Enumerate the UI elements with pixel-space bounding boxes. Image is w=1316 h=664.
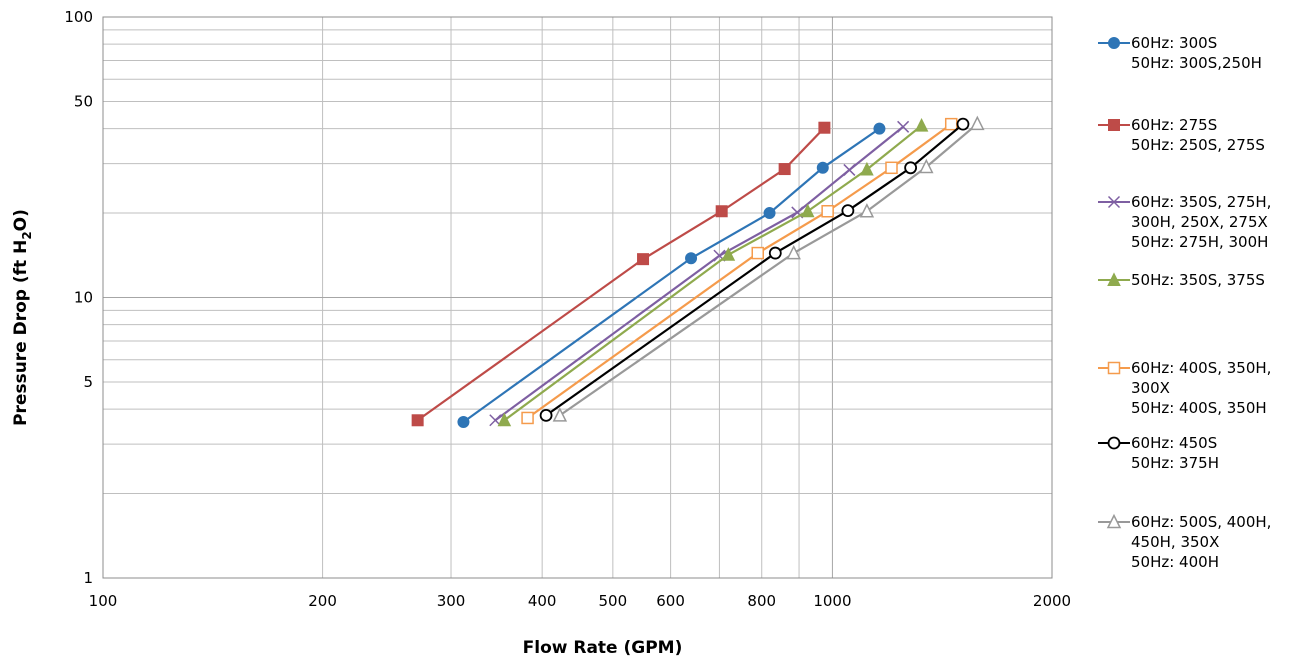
data-point	[860, 161, 874, 176]
data-point	[763, 207, 776, 220]
legend-item-2: 60Hz: 275S 50Hz: 250S, 275S	[1098, 116, 1265, 154]
data-point	[919, 158, 934, 174]
data-point	[778, 163, 791, 176]
y-tick-label: 5	[83, 373, 93, 391]
legend-label: 60Hz: 450S	[1131, 434, 1217, 452]
legend-label: 50Hz: 375H	[1131, 454, 1219, 472]
x-tick-label: 300	[437, 592, 466, 610]
x-axis-title: Flow Rate (GPM)	[523, 638, 683, 658]
y-axis-title: Pressure Drop (ft H2O)	[11, 209, 34, 426]
legend-label: 450H, 350X	[1131, 533, 1219, 551]
data-point	[786, 244, 801, 260]
data-point	[552, 407, 568, 422]
legend-swatch-marker	[1108, 119, 1120, 131]
legend-swatch-marker	[1106, 513, 1122, 529]
legend: 60Hz: 300S 50Hz: 300S,250H 60Hz: 275S 50Hz:…	[1098, 34, 1271, 571]
data-point	[637, 253, 650, 266]
legend-label: 50Hz: 300S,250H	[1131, 54, 1262, 72]
data-point	[800, 203, 815, 218]
x-tick-label: 100	[89, 592, 118, 610]
legend-item-1: 60Hz: 300S 50Hz: 300S,250H	[1098, 34, 1262, 72]
y-tick-label: 100	[64, 8, 93, 26]
legend-label: 50Hz: 350S, 375S	[1131, 271, 1265, 289]
legend-label: 50Hz: 250S, 275S	[1131, 136, 1265, 154]
data-point	[768, 246, 782, 260]
data-point	[873, 122, 886, 135]
series-1	[457, 122, 886, 428]
x-tick-label: 600	[656, 592, 685, 610]
data-point	[721, 247, 736, 261]
legend-label: 60Hz: 500S, 400H,	[1131, 513, 1271, 531]
data-point	[904, 161, 918, 175]
data-point	[411, 414, 424, 427]
legend-item-3: 60Hz: 350S, 275H, 300H, 250X, 275X 50Hz: 2…	[1098, 193, 1271, 251]
legend-label: 60Hz: 275S	[1131, 116, 1217, 134]
series-7	[552, 115, 985, 422]
series-4	[497, 117, 929, 427]
y-axis-title-end: O)	[11, 209, 31, 231]
series-5	[521, 117, 958, 425]
x-tick-label: 400	[528, 592, 557, 610]
data-point	[885, 161, 898, 175]
data-point	[539, 408, 553, 422]
data-point	[457, 415, 470, 428]
legend-swatch-marker	[1108, 37, 1120, 49]
y-axis-title-main: Pressure Drop (ft H	[11, 240, 31, 426]
legend-label: 300H, 250X, 275X	[1131, 213, 1268, 231]
legend-item-4: 50Hz: 350S, 375S	[1098, 271, 1265, 289]
series-6	[539, 117, 970, 422]
axis-tick-labels: 100 200 300 400 500 600 800 1000 2000 1 5 10 50 100	[64, 8, 1071, 610]
plot-area-border	[102, 16, 1053, 579]
data-point	[914, 117, 929, 132]
legend-label: 60Hz: 300S	[1131, 34, 1217, 52]
y-tick-label: 1	[83, 569, 93, 587]
data-point	[841, 204, 855, 218]
legend-swatch-marker	[1107, 195, 1121, 209]
data-point	[521, 411, 534, 425]
data-series	[411, 115, 985, 428]
legend-item-5: 60Hz: 400S, 350H, 300X 50Hz: 400S, 350H	[1098, 359, 1271, 417]
grid-lines	[103, 17, 1052, 578]
legend-label: 50Hz: 400H	[1131, 553, 1219, 571]
data-point	[970, 115, 985, 131]
data-point	[843, 163, 856, 176]
x-tick-label: 800	[747, 592, 776, 610]
data-point	[685, 252, 698, 265]
data-point	[897, 120, 910, 133]
data-point	[821, 204, 834, 218]
legend-label: 50Hz: 400S, 350H	[1131, 399, 1267, 417]
x-tick-label: 2000	[1033, 592, 1071, 610]
data-point	[956, 117, 970, 131]
legend-swatch-marker	[1107, 272, 1121, 286]
x-tick-label: 500	[599, 592, 628, 610]
legend-label: 300X	[1131, 379, 1170, 397]
data-point	[816, 161, 829, 174]
x-tick-label: 1000	[813, 592, 851, 610]
legend-swatch-marker	[1107, 361, 1121, 375]
x-tick-label: 200	[308, 592, 337, 610]
data-point	[751, 246, 764, 260]
data-point	[944, 117, 958, 131]
legend-label: 50Hz: 275H, 300H	[1131, 233, 1268, 251]
legend-swatch-marker	[1107, 436, 1121, 450]
data-point	[497, 412, 512, 427]
data-point	[715, 205, 728, 218]
legend-item-7: 60Hz: 500S, 400H, 450H, 350X 50Hz: 400H	[1098, 513, 1271, 571]
series-2	[411, 121, 831, 427]
legend-label: 60Hz: 350S, 275H,	[1131, 193, 1271, 211]
data-point	[859, 203, 875, 218]
y-tick-label: 10	[74, 289, 93, 307]
y-tick-label: 50	[74, 92, 93, 110]
legend-item-6: 60Hz: 450S 50Hz: 375H	[1098, 434, 1219, 472]
y-axis-title-subscript: 2	[20, 231, 34, 239]
data-point	[818, 121, 831, 134]
legend-label: 60Hz: 400S, 350H,	[1131, 359, 1271, 377]
